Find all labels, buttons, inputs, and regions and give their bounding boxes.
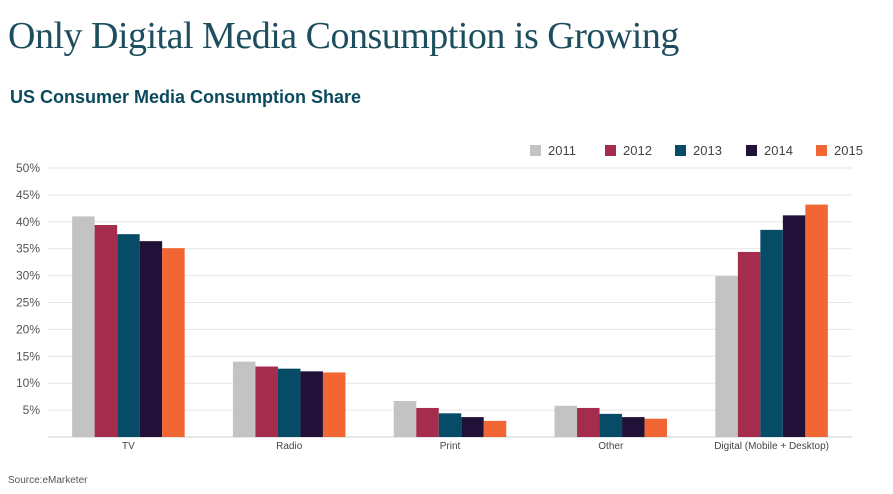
- bar-2015: [162, 248, 185, 437]
- legend-swatch-2011: [530, 145, 541, 156]
- x-tick-label: TV: [122, 441, 135, 452]
- legend-swatch-2012: [605, 145, 616, 156]
- legend-swatch-2014: [746, 145, 757, 156]
- bar-2013: [438, 413, 462, 437]
- bar-2015: [644, 418, 668, 437]
- x-tick-label: Other: [598, 441, 624, 452]
- y-axis: 5% 10% 15% 20% 25% 30% 35% 40% 45% 50%: [16, 161, 40, 417]
- y-tick-label: 30%: [16, 269, 40, 283]
- bar-2015: [483, 420, 507, 437]
- bar-2014: [782, 215, 806, 437]
- x-tick-label: Print: [440, 441, 461, 452]
- bar-2011: [232, 361, 256, 437]
- legend-label: 2012: [623, 143, 652, 158]
- bar-2012: [737, 251, 761, 437]
- bar-2014: [139, 241, 163, 437]
- y-tick-label: 15%: [16, 349, 40, 363]
- bar-2015: [322, 372, 346, 437]
- bar-2011: [554, 405, 578, 437]
- chart-title: US Consumer Media Consumption Share: [10, 87, 362, 107]
- bar-2015: [805, 204, 828, 437]
- bar-2011: [393, 400, 417, 437]
- bar-2014: [461, 417, 484, 437]
- page-title: Only Digital Media Consumption is Growin…: [8, 15, 679, 57]
- legend: 2011 2012 2013 2014 2015: [530, 143, 863, 158]
- legend-label: 2013: [693, 143, 722, 158]
- bar-2011: [72, 216, 95, 437]
- bar-2012: [255, 366, 278, 437]
- legend-label: 2015: [834, 143, 863, 158]
- y-tick-label: 45%: [16, 188, 40, 202]
- bar-2014: [300, 371, 323, 437]
- bar-2013: [117, 234, 140, 437]
- bar-2013: [760, 229, 783, 437]
- legend-label: 2011: [548, 143, 576, 158]
- bar-2011: [715, 276, 738, 437]
- y-tick-label: 5%: [23, 403, 41, 417]
- y-tick-label: 25%: [16, 296, 40, 310]
- legend-swatch-2013: [675, 145, 686, 156]
- bar-2013: [599, 413, 623, 437]
- bar-2012: [416, 407, 439, 437]
- source-note: Source:eMarketer: [8, 475, 88, 486]
- x-tick-label: Radio: [276, 441, 303, 452]
- y-tick-label: 10%: [16, 376, 40, 390]
- x-axis: TV Radio Print Other Digital (Mobile + Deskt…: [122, 441, 829, 452]
- y-tick-label: 20%: [16, 322, 40, 336]
- bar-2012: [577, 407, 600, 437]
- y-tick-label: 50%: [16, 161, 40, 175]
- bar-2014: [622, 417, 645, 437]
- legend-label: 2014: [764, 143, 793, 158]
- y-tick-label: 40%: [16, 215, 40, 229]
- y-tick-label: 35%: [16, 242, 40, 256]
- x-tick-label: Digital (Mobile + Desktop): [714, 441, 829, 452]
- bar-2013: [277, 368, 301, 437]
- bars: [72, 204, 828, 437]
- legend-swatch-2015: [816, 145, 827, 156]
- bar-2012: [94, 225, 118, 437]
